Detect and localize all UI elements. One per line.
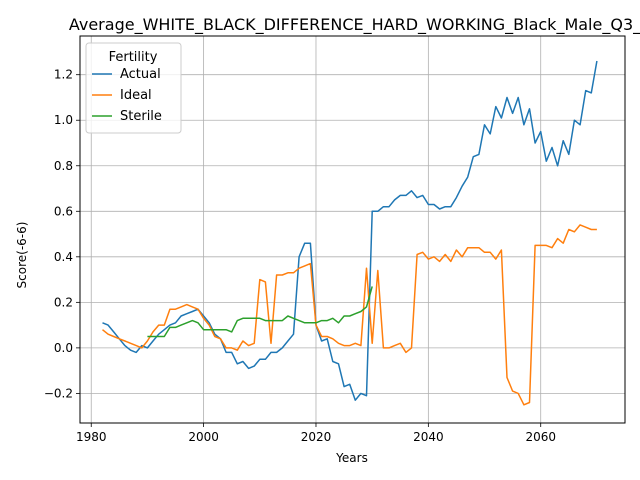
legend-label-actual: Actual [120, 67, 161, 82]
axes-frame [79, 35, 626, 424]
y-tick-label: −0.2 [44, 386, 73, 400]
y-tick-label: 0.2 [54, 295, 73, 309]
y-axis-label: Score(-6-6) [15, 222, 29, 289]
legend: Fertility Actual Ideal Sterile [85, 42, 182, 134]
x-tick-label: 2060 [525, 430, 556, 444]
legend-box [85, 42, 182, 134]
x-tick-label: 1980 [76, 430, 107, 444]
y-tick-label: 0.0 [54, 341, 73, 355]
chart-title: Average_WHITE_BLACK_DIFFERENCE_HARD_WORK… [69, 15, 640, 35]
grid-lines [80, 36, 625, 423]
y-tick-label: 0.8 [54, 159, 73, 173]
x-axis-label: Years [335, 451, 368, 465]
series-line-ideal [102, 224, 597, 406]
x-tick-label: 2020 [301, 430, 332, 444]
axis-ticks: 1980 2000 2020 2040 2060 −0.2 0.0 0.2 0.4 0.6 0.8 1… [44, 68, 556, 444]
x-tick-label: 2040 [413, 430, 444, 444]
y-tick-label: 0.6 [54, 204, 73, 218]
series-line-sterile [147, 286, 373, 338]
legend-title: Fertility [109, 50, 158, 65]
series-line-actual [102, 60, 598, 401]
x-tick-label: 2000 [188, 430, 219, 444]
legend-label-ideal: Ideal [120, 88, 152, 103]
y-tick-label: 1.2 [54, 68, 73, 82]
series-lines [102, 60, 598, 406]
y-tick-label: 1.0 [54, 113, 73, 127]
y-tick-label: 0.4 [54, 250, 73, 264]
legend-label-sterile: Sterile [120, 109, 162, 124]
